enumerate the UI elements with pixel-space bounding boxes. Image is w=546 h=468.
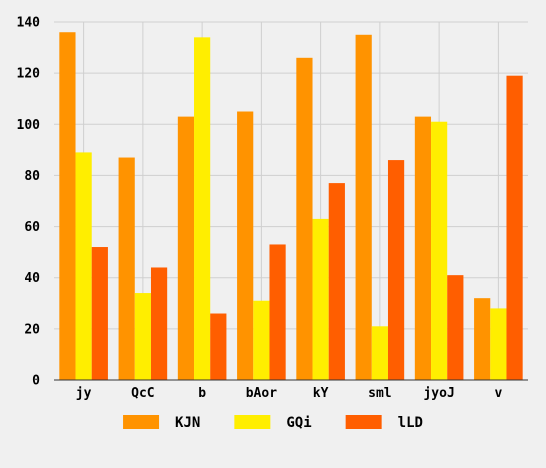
legend-item-KJN: KJN xyxy=(123,415,200,431)
legend-swatch xyxy=(234,415,271,429)
x-tick-label: v xyxy=(494,386,502,401)
legend-item-lLD: lLD xyxy=(345,415,423,431)
bar-lLD-QcC xyxy=(150,267,168,380)
bars xyxy=(59,32,523,381)
x-tick-labels: jy QcC b bAor kY sml jyoJ v xyxy=(76,386,503,401)
bar-GQi-jy xyxy=(75,152,92,380)
bar-KJN-bAor xyxy=(237,111,254,380)
bar-lLD-jyoJ xyxy=(447,275,464,380)
bar-GQi-b xyxy=(194,37,211,380)
y-tick-label: 80 xyxy=(24,169,40,184)
x-tick-label: QcC xyxy=(131,386,154,401)
bar-KJN-v xyxy=(474,298,491,380)
x-tick-label: jy xyxy=(76,386,92,401)
x-tick-label: bAor xyxy=(246,386,277,401)
bar-lLD-sml xyxy=(387,160,405,380)
legend-label: lLD xyxy=(398,415,423,431)
y-tick-label: 20 xyxy=(24,322,40,337)
y-tick-label: 0 xyxy=(32,374,40,389)
bar-lLD-v xyxy=(506,75,523,380)
legend-label: GQi xyxy=(286,415,311,431)
legend-label: KJN xyxy=(175,415,200,431)
y-tick-labels: 0 20 40 60 80 100 120 140 xyxy=(17,16,41,389)
y-tick-label: 40 xyxy=(24,271,40,286)
bar-KJN-QcC xyxy=(118,157,135,380)
x-tick-label: jyoJ xyxy=(423,386,454,401)
legend-item-GQi: GQi xyxy=(234,415,312,431)
bar-GQi-bAor xyxy=(253,300,270,380)
bar-GQi-kY xyxy=(312,218,329,380)
bar-KJN-jyoJ xyxy=(414,116,432,380)
y-tick-label: 60 xyxy=(24,220,40,235)
bar-KJN-kY xyxy=(296,57,313,381)
y-tick-label: 100 xyxy=(17,118,41,133)
bar-KJN-sml xyxy=(355,34,372,381)
bar-GQi-jyoJ xyxy=(431,121,448,380)
bar-GQi-v xyxy=(490,308,507,380)
bar-lLD-jy xyxy=(91,247,108,380)
bar-KJN-jy xyxy=(59,32,76,380)
bar-lLD-b xyxy=(210,313,227,380)
bar-KJN-b xyxy=(177,116,195,380)
x-tick-label: sml xyxy=(368,386,391,401)
legend-swatch xyxy=(345,415,382,429)
bar-lLD-bAor xyxy=(269,244,286,380)
bar-lLD-kY xyxy=(328,183,345,380)
legend: KJN GQi lLD xyxy=(123,415,423,431)
y-tick-label: 120 xyxy=(17,67,41,82)
x-tick-label: b xyxy=(198,386,206,401)
bar-GQi-sml xyxy=(371,326,388,380)
y-tick-label: 140 xyxy=(17,16,41,31)
legend-swatch xyxy=(123,415,160,429)
bar-GQi-QcC xyxy=(134,293,151,380)
x-tick-label: kY xyxy=(313,386,329,401)
